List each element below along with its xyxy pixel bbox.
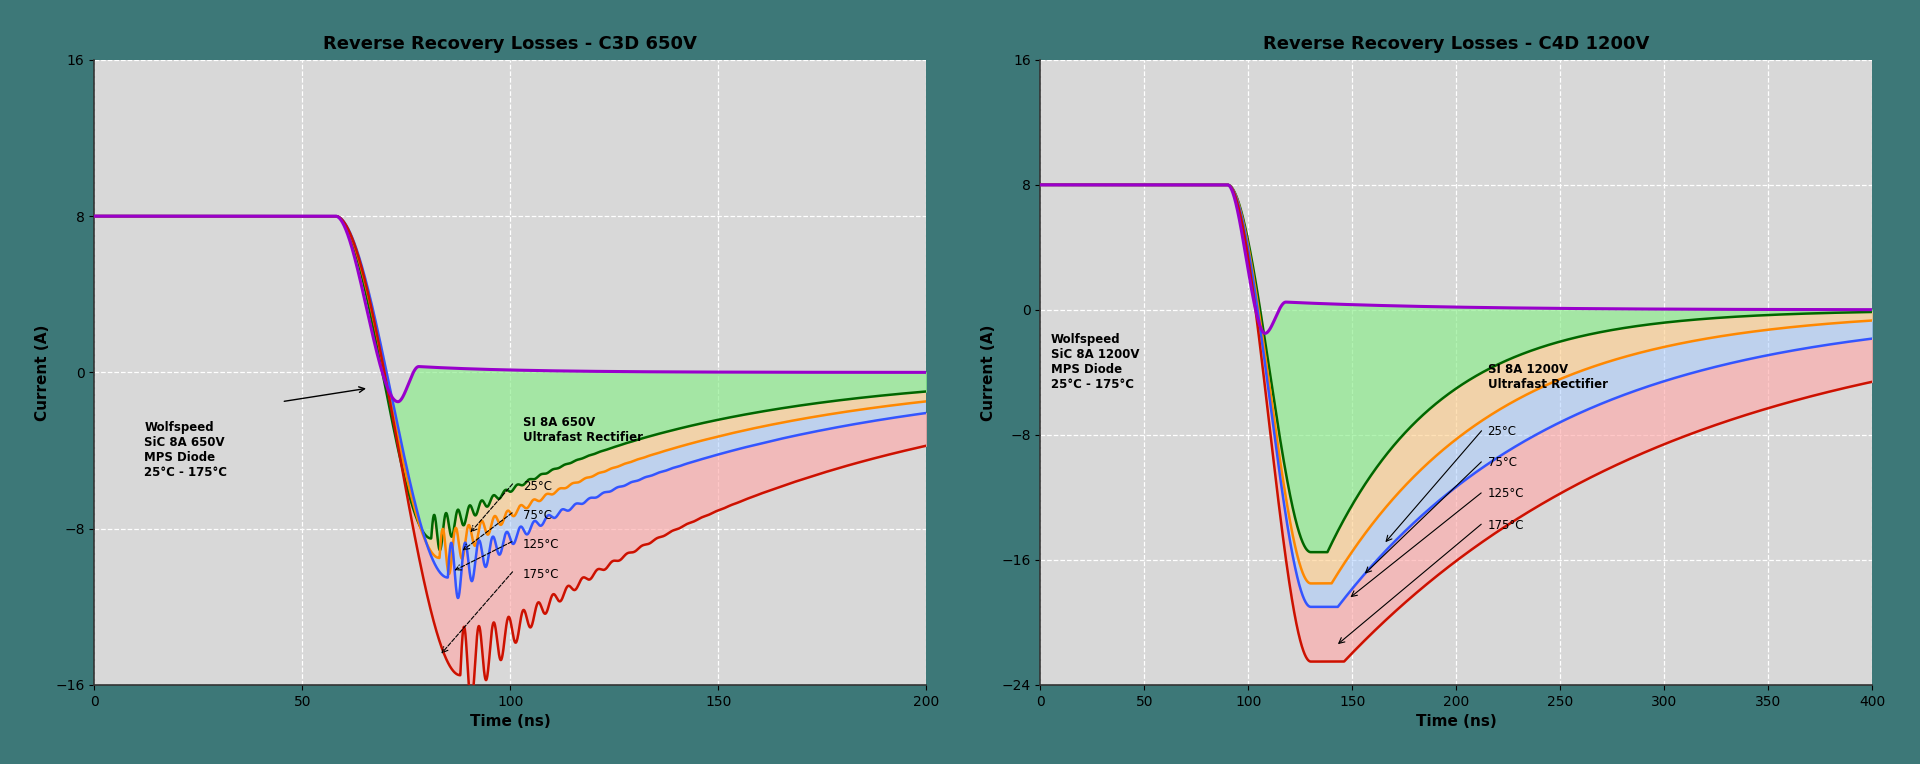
Text: 175°C: 175°C — [1488, 519, 1524, 532]
Y-axis label: Current (A): Current (A) — [35, 324, 50, 421]
Text: 175°C: 175°C — [522, 568, 559, 581]
Title: Reverse Recovery Losses - C4D 1200V: Reverse Recovery Losses - C4D 1200V — [1263, 34, 1649, 53]
Text: 75°C: 75°C — [1488, 456, 1517, 469]
X-axis label: Time (ns): Time (ns) — [470, 714, 551, 730]
Title: Reverse Recovery Losses - C3D 650V: Reverse Recovery Losses - C3D 650V — [323, 34, 697, 53]
Text: SI 8A 1200V
Ultrafast Rectifier: SI 8A 1200V Ultrafast Rectifier — [1488, 363, 1607, 391]
Text: 25°C: 25°C — [522, 480, 551, 493]
Text: 25°C: 25°C — [1488, 425, 1517, 438]
Text: SI 8A 650V
Ultrafast Rectifier: SI 8A 650V Ultrafast Rectifier — [522, 416, 643, 444]
Text: Wolfspeed
SiC 8A 1200V
MPS Diode
25°C - 175°C: Wolfspeed SiC 8A 1200V MPS Diode 25°C - … — [1050, 333, 1139, 391]
Y-axis label: Current (A): Current (A) — [981, 324, 996, 421]
Text: 125°C: 125°C — [1488, 487, 1524, 500]
Text: 125°C: 125°C — [522, 539, 559, 552]
X-axis label: Time (ns): Time (ns) — [1415, 714, 1498, 730]
Text: 75°C: 75°C — [522, 509, 551, 522]
Text: Wolfspeed
SiC 8A 650V
MPS Diode
25°C - 175°C: Wolfspeed SiC 8A 650V MPS Diode 25°C - 1… — [144, 421, 227, 479]
